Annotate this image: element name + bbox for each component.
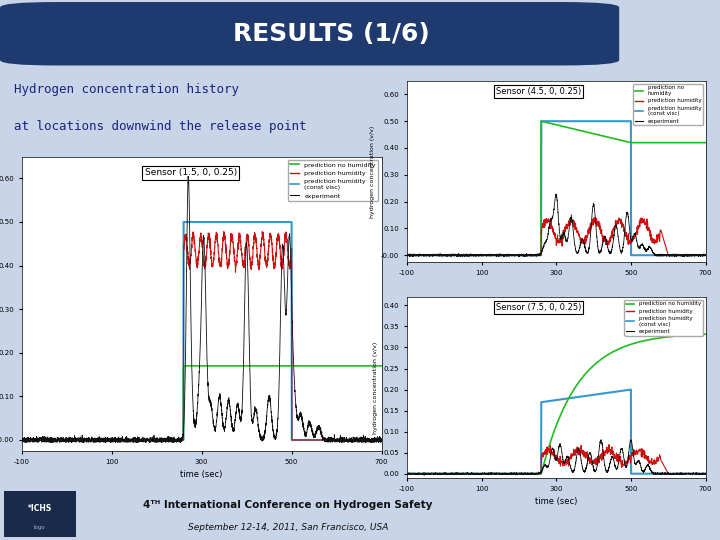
Bar — [4, 491, 76, 537]
Text: Sensor (1.5, 0, 0.25): Sensor (1.5, 0, 0.25) — [145, 168, 237, 177]
Legend: prediction no humidity, prediction humidity, prediction humidity
(const visc), e: prediction no humidity, prediction humid… — [287, 160, 379, 201]
Text: Sensor (7.5, 0, 0.25): Sensor (7.5, 0, 0.25) — [495, 303, 581, 312]
Text: Sensor (4.5, 0, 0.25): Sensor (4.5, 0, 0.25) — [495, 87, 581, 96]
Text: at locations downwind the release point: at locations downwind the release point — [14, 120, 307, 133]
Legend: prediction no humidity, prediction humidity, prediction humidity
(const visc), e: prediction no humidity, prediction humid… — [624, 300, 703, 335]
Y-axis label: hydrogen concentration (v/v): hydrogen concentration (v/v) — [370, 125, 375, 218]
Text: Hydrogen concentration history: Hydrogen concentration history — [14, 83, 239, 96]
Text: RESULTS (1/6): RESULTS (1/6) — [233, 22, 430, 46]
Legend: prediction no
humidity, prediction humidity, prediction humidity
(const visc), e: prediction no humidity, prediction humid… — [633, 84, 703, 125]
Text: September 12-14, 2011, San Francisco, USA: September 12-14, 2011, San Francisco, US… — [188, 523, 388, 532]
X-axis label: time (sec): time (sec) — [181, 470, 222, 479]
X-axis label: time (sec): time (sec) — [535, 497, 577, 506]
Text: 4ᵀᴴ International Conference on Hydrogen Safety: 4ᵀᴴ International Conference on Hydrogen… — [143, 500, 433, 510]
Text: *ICHS: *ICHS — [27, 504, 52, 512]
FancyBboxPatch shape — [0, 2, 619, 65]
Text: logo: logo — [34, 525, 45, 530]
Y-axis label: hydrogen concentration (v/v): hydrogen concentration (v/v) — [373, 341, 378, 434]
